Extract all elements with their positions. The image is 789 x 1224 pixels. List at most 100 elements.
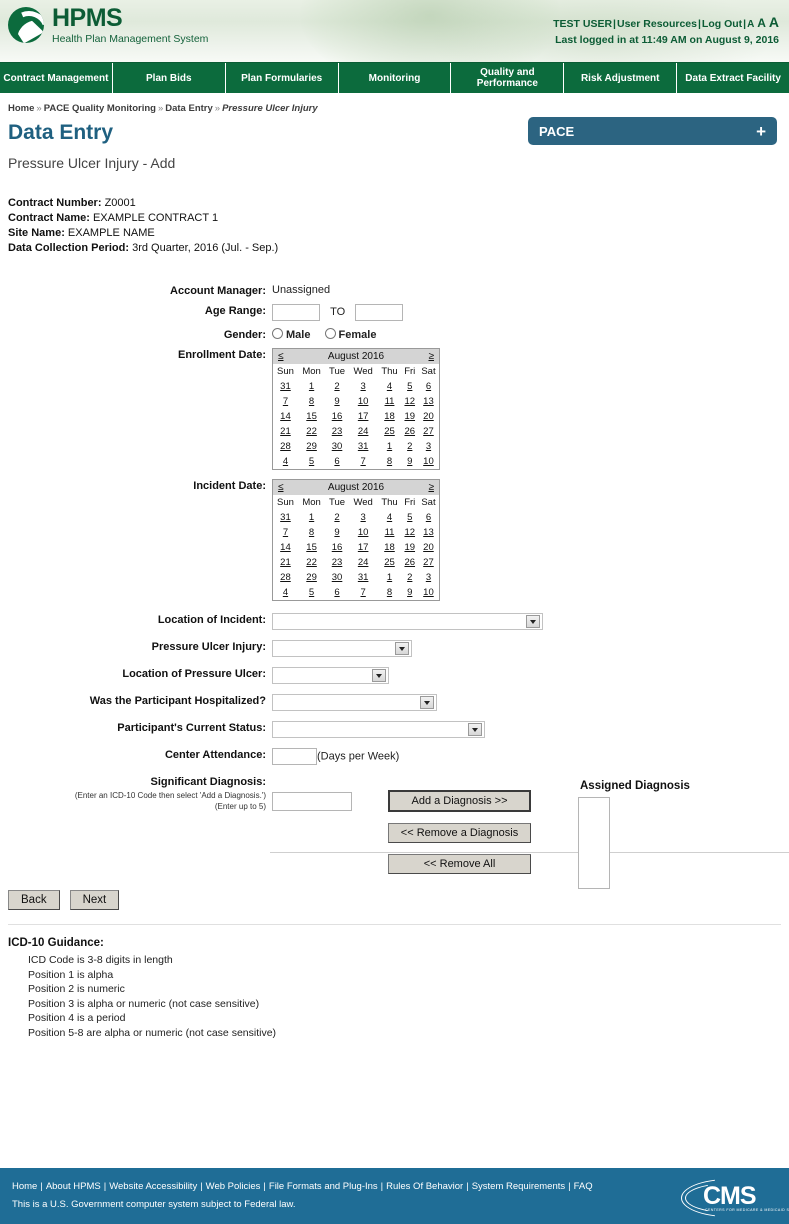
calendar-day-link[interactable]: 3 bbox=[360, 381, 366, 392]
calendar-day-link[interactable]: 9 bbox=[334, 396, 340, 407]
calendar-day-link[interactable]: 4 bbox=[282, 456, 289, 467]
calendar-day-link[interactable]: 11 bbox=[384, 527, 395, 538]
back-button[interactable]: Back bbox=[8, 890, 60, 910]
calendar-day-link[interactable]: 18 bbox=[384, 411, 395, 422]
calendar-day-link[interactable]: 2 bbox=[407, 572, 413, 583]
calendar-day-link[interactable]: 7 bbox=[282, 396, 289, 407]
calendar-day-link[interactable]: 25 bbox=[384, 557, 395, 568]
calendar-day-link[interactable]: 8 bbox=[308, 527, 315, 538]
calendar-day-link[interactable]: 5 bbox=[308, 587, 315, 598]
calendar-day-link[interactable]: 6 bbox=[425, 512, 432, 523]
footer-link-rules-of-behavior[interactable]: Rules Of Behavior bbox=[386, 1181, 464, 1192]
calendar-day-link[interactable]: 25 bbox=[384, 426, 395, 437]
calendar-day-link[interactable]: 19 bbox=[404, 542, 416, 553]
calendar-day-link[interactable]: 6 bbox=[425, 381, 432, 392]
calendar-day-link[interactable]: 2 bbox=[407, 441, 413, 452]
calendar-day-link[interactable]: 9 bbox=[334, 527, 340, 538]
calendar-day-link[interactable]: 4 bbox=[386, 512, 393, 523]
current-status-select[interactable] bbox=[272, 721, 485, 738]
calendar-day-link[interactable]: 17 bbox=[357, 542, 369, 553]
calendar-day-link[interactable]: 3 bbox=[425, 572, 432, 583]
calendar-day-link[interactable]: 4 bbox=[386, 381, 393, 392]
hospitalized-select[interactable] bbox=[272, 694, 437, 711]
remove-diagnosis-button[interactable]: << Remove a Diagnosis bbox=[388, 823, 531, 843]
chevron-down-icon[interactable] bbox=[395, 642, 409, 655]
calendar-day-link[interactable]: 20 bbox=[423, 411, 434, 422]
user-resources-link[interactable]: User Resources bbox=[617, 18, 697, 30]
nav-item-quality-and-performance[interactable]: Quality and Performance bbox=[451, 63, 565, 93]
nav-item-plan-formularies[interactable]: Plan Formularies bbox=[226, 63, 339, 93]
calendar-day-link[interactable]: 28 bbox=[280, 572, 291, 583]
pressure-ulcer-injury-select[interactable] bbox=[272, 640, 412, 657]
center-attendance-input[interactable] bbox=[272, 748, 317, 765]
footer-link-home[interactable]: Home bbox=[12, 1181, 38, 1192]
calendar-day-link[interactable]: 22 bbox=[306, 557, 317, 568]
chevron-down-icon[interactable] bbox=[372, 669, 386, 682]
footer-link-about-hpms[interactable]: About HPMS bbox=[45, 1181, 101, 1192]
calendar-day-link[interactable]: 28 bbox=[280, 441, 291, 452]
nav-item-data-extract-facility[interactable]: Data Extract Facility bbox=[685, 72, 781, 84]
calendar-day-link[interactable]: 30 bbox=[331, 572, 343, 583]
footer-link-website-accessibility[interactable]: Website Accessibility bbox=[109, 1181, 198, 1192]
diagnosis-code-input[interactable] bbox=[272, 792, 352, 811]
pace-banner[interactable]: PACE + bbox=[528, 117, 777, 145]
breadcrumb-pace-quality-monitoring[interactable]: PACE Quality Monitoring bbox=[43, 103, 156, 114]
calendar-day-link[interactable]: 11 bbox=[384, 396, 395, 407]
calendar-day-link[interactable]: 31 bbox=[280, 381, 291, 392]
location-of-pressure-ulcer-select[interactable] bbox=[272, 667, 389, 684]
calendar-day-link[interactable]: 24 bbox=[357, 426, 369, 437]
enrollment-date-calendar[interactable]: ≤ August 2016 ≥ Sun Mon Tue Wed Thu Fri bbox=[272, 348, 440, 470]
calendar-day-link[interactable]: 4 bbox=[282, 587, 289, 598]
calendar-day-link[interactable]: 16 bbox=[331, 411, 343, 422]
footer-link-web-policies[interactable]: Web Policies bbox=[205, 1181, 261, 1192]
nav-item-monitoring[interactable]: Monitoring bbox=[339, 63, 452, 93]
calendar-day-link[interactable]: 31 bbox=[357, 572, 369, 583]
calendar-day-link[interactable]: 31 bbox=[357, 441, 369, 452]
calendar-day-link[interactable]: 29 bbox=[306, 441, 317, 452]
calendar-day-link[interactable]: 6 bbox=[334, 456, 340, 467]
footer-link-faq[interactable]: FAQ bbox=[573, 1181, 593, 1192]
chevron-down-icon[interactable] bbox=[526, 615, 540, 628]
calendar-day-link[interactable]: 6 bbox=[334, 587, 340, 598]
calendar-day-link[interactable]: 10 bbox=[423, 587, 434, 598]
calendar-day-link[interactable]: 13 bbox=[423, 527, 434, 538]
age-range-to-input[interactable] bbox=[355, 304, 404, 321]
calendar-day-link[interactable]: 18 bbox=[384, 542, 395, 553]
chevron-down-icon[interactable] bbox=[420, 696, 434, 709]
calendar-day-link[interactable]: 24 bbox=[357, 557, 369, 568]
calendar-day-link[interactable]: 8 bbox=[386, 587, 393, 598]
calendar-day-link[interactable]: 16 bbox=[331, 542, 343, 553]
font-size-small-button[interactable]: A bbox=[747, 19, 755, 30]
plus-icon[interactable]: + bbox=[756, 121, 766, 141]
calendar-day-link[interactable]: 23 bbox=[331, 426, 343, 437]
hpms-logo[interactable]: HPMS Health Plan Management System bbox=[8, 6, 208, 45]
incident-date-calendar[interactable]: ≤ August 2016 ≥ Sun Mon Tue Wed Thu Fri bbox=[272, 479, 440, 601]
calendar-day-link[interactable]: 22 bbox=[306, 426, 317, 437]
nav-item-risk-adjustment[interactable]: Risk Adjustment bbox=[564, 63, 678, 93]
prev-month-icon[interactable]: ≤ bbox=[278, 351, 284, 362]
age-range-from-input[interactable] bbox=[272, 304, 320, 321]
prev-month-icon[interactable]: ≤ bbox=[278, 482, 284, 493]
calendar-day-link[interactable]: 8 bbox=[308, 396, 315, 407]
nav-item-contract-management[interactable]: Contract Management bbox=[0, 63, 113, 93]
calendar-day-link[interactable]: 27 bbox=[423, 426, 434, 437]
calendar-day-link[interactable]: 27 bbox=[423, 557, 434, 568]
calendar-day-link[interactable]: 3 bbox=[425, 441, 432, 452]
calendar-day-link[interactable]: 15 bbox=[306, 411, 317, 422]
calendar-day-link[interactable]: 3 bbox=[360, 512, 366, 523]
nav-item-plan-bids[interactable]: Plan Bids bbox=[113, 63, 226, 93]
calendar-day-link[interactable]: 23 bbox=[331, 557, 343, 568]
gender-male-radio[interactable] bbox=[272, 328, 283, 339]
log-out-link[interactable]: Log Out bbox=[701, 18, 743, 30]
calendar-day-link[interactable]: 1 bbox=[386, 441, 393, 452]
calendar-day-link[interactable]: 9 bbox=[407, 456, 413, 467]
calendar-day-link[interactable]: 13 bbox=[423, 396, 434, 407]
calendar-day-link[interactable]: 12 bbox=[404, 527, 416, 538]
calendar-day-link[interactable]: 7 bbox=[360, 587, 366, 598]
calendar-day-link[interactable]: 1 bbox=[308, 512, 315, 523]
font-size-large-button[interactable]: A bbox=[768, 14, 779, 30]
calendar-day-link[interactable]: 14 bbox=[280, 411, 291, 422]
chevron-down-icon[interactable] bbox=[468, 723, 482, 736]
calendar-day-link[interactable]: 8 bbox=[386, 456, 393, 467]
calendar-day-link[interactable]: 14 bbox=[280, 542, 291, 553]
